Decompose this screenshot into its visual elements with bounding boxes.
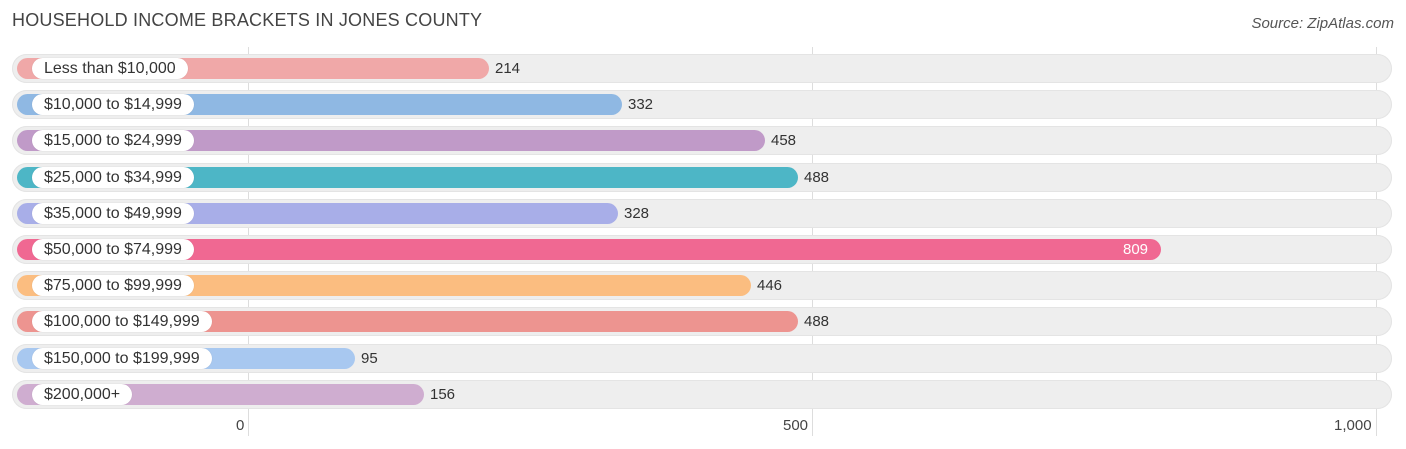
- value-label: 328: [624, 205, 650, 222]
- value-label: 156: [430, 386, 456, 403]
- category-label: $100,000 to $149,999: [32, 311, 212, 332]
- value-label: 332: [628, 96, 654, 113]
- x-tick-label: 0: [236, 417, 245, 434]
- category-label: $35,000 to $49,999: [32, 203, 194, 224]
- category-label: $50,000 to $74,999: [32, 239, 194, 260]
- source-label: Source: ZipAtlas.com: [1251, 15, 1394, 32]
- category-label: $10,000 to $14,999: [32, 94, 194, 115]
- value-label: 214: [495, 60, 521, 77]
- bar: [17, 130, 765, 151]
- x-tick-label: 1,000: [1334, 417, 1372, 434]
- category-label: $25,000 to $34,999: [32, 167, 194, 188]
- value-label: 809: [1123, 241, 1149, 258]
- category-label: $75,000 to $99,999: [32, 275, 194, 296]
- bar: [17, 239, 1161, 260]
- category-label: $200,000+: [32, 384, 133, 405]
- x-tick-label: 500: [783, 417, 809, 434]
- category-label: $15,000 to $24,999: [32, 130, 194, 151]
- value-label: 446: [757, 277, 783, 294]
- bar: [17, 275, 751, 296]
- value-label: 488: [804, 169, 830, 186]
- category-label: $150,000 to $199,999: [32, 348, 212, 369]
- value-label: 488: [804, 313, 830, 330]
- bar: [17, 167, 798, 188]
- value-label: 458: [771, 132, 797, 149]
- bar: [17, 311, 798, 332]
- value-label: 95: [361, 350, 378, 367]
- chart-title: HOUSEHOLD INCOME BRACKETS IN JONES COUNT…: [12, 10, 483, 30]
- category-label: Less than $10,000: [32, 58, 188, 79]
